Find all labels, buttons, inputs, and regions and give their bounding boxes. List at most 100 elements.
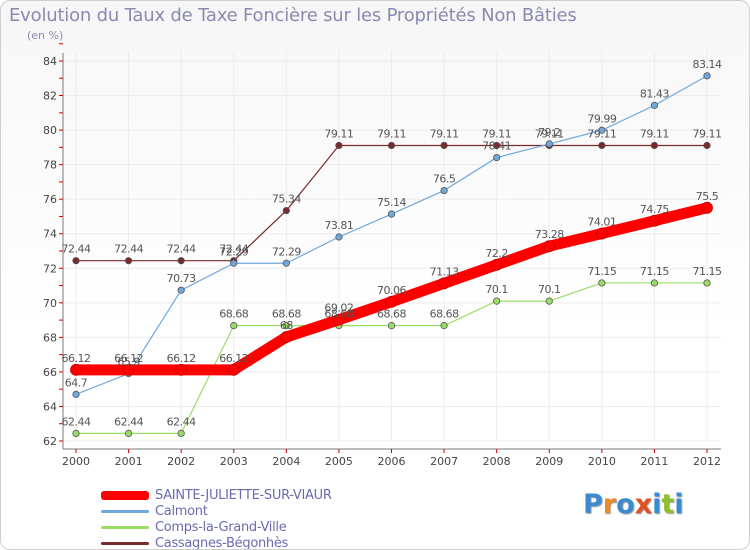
data-label: 79.11 — [482, 127, 511, 140]
data-point — [703, 141, 711, 150]
data-point — [598, 279, 606, 287]
data-point — [493, 153, 501, 162]
data-label: 76.5 — [433, 173, 456, 186]
data-point — [387, 141, 396, 150]
data-point — [595, 227, 608, 240]
x-tick-label: 2004 — [272, 455, 300, 468]
data-label: 68.68 — [430, 308, 459, 321]
x-tick-label: 2010 — [588, 455, 616, 468]
y-tick-label: 66 — [43, 366, 57, 379]
data-label: 70.06 — [377, 284, 406, 297]
x-tick-label: 2005 — [325, 455, 353, 468]
data-label: 68.68 — [324, 308, 353, 321]
data-label: 81.43 — [640, 87, 669, 100]
data-point — [335, 233, 343, 241]
data-label: 68.68 — [272, 308, 301, 321]
y-tick-label: 74 — [43, 228, 57, 241]
data-point — [440, 186, 448, 195]
data-point — [335, 141, 343, 150]
data-label: 73.81 — [324, 219, 353, 232]
data-point — [177, 429, 185, 437]
data-label: 79.2 — [538, 126, 561, 139]
data-point — [493, 297, 501, 305]
data-label: 70.1 — [485, 283, 508, 296]
data-label: 62.44 — [167, 415, 196, 428]
data-point — [282, 259, 290, 267]
data-label: 70.73 — [167, 272, 196, 285]
data-point — [72, 429, 80, 437]
data-label: 72.29 — [219, 245, 248, 258]
data-point — [650, 101, 659, 109]
data-point — [282, 206, 290, 215]
legend: SAINTE-JULIETTE-SUR-VIAUR Calmont Comps-… — [101, 487, 332, 550]
data-label: 68.68 — [219, 308, 248, 321]
data-point — [387, 210, 396, 218]
data-point — [545, 297, 553, 305]
data-point — [177, 257, 185, 265]
data-point — [545, 140, 553, 148]
data-point — [598, 141, 606, 150]
data-point — [333, 313, 345, 326]
data-point — [280, 331, 293, 343]
legend-item: Cassagnes-Bégonhès — [101, 535, 332, 550]
data-point — [701, 201, 713, 214]
x-tick-label: 2009 — [535, 455, 563, 468]
x-tick-label: 2006 — [378, 455, 406, 468]
legend-label: Comps-la-Grand-Ville — [155, 519, 287, 535]
legend-swatch — [101, 525, 149, 529]
data-label: 79.11 — [587, 127, 616, 140]
y-tick-label: 76 — [43, 193, 57, 206]
data-point — [124, 429, 133, 437]
logo-letter: i — [674, 489, 684, 520]
y-tick-label: 78 — [43, 159, 57, 172]
data-point — [230, 322, 238, 330]
x-tick-label: 2000 — [62, 455, 90, 468]
logo-letter: r — [602, 489, 617, 520]
data-point — [543, 240, 556, 253]
data-label: 72.29 — [272, 245, 301, 258]
data-point — [72, 390, 80, 398]
data-label: 72.44 — [62, 243, 91, 256]
data-label: 79.11 — [324, 127, 353, 140]
y-tick-label: 70 — [43, 297, 57, 310]
data-label: 72.44 — [219, 243, 248, 256]
legend-item: SAINTE-JULIETTE-SUR-VIAUR — [101, 487, 332, 503]
data-label: 79.99 — [587, 112, 616, 125]
data-label: 62.44 — [62, 415, 91, 428]
data-label: 71.15 — [587, 265, 616, 278]
x-tick-label: 2011 — [640, 455, 668, 468]
chart-subtitle: (en %) — [27, 29, 64, 42]
legend-swatch — [101, 509, 149, 513]
y-tick-label: 82 — [43, 90, 57, 103]
logo-letter: o — [616, 489, 635, 520]
y-tick-label: 80 — [43, 124, 57, 137]
data-point — [650, 279, 659, 287]
y-tick-label: 64 — [43, 400, 57, 413]
proxiti-logo: Proxiti — [583, 489, 684, 520]
legend-label: SAINTE-JULIETTE-SUR-VIAUR — [155, 487, 332, 503]
legend-swatch — [101, 541, 149, 545]
data-label: 79.11 — [693, 127, 722, 140]
x-tick-label: 2002 — [167, 455, 195, 468]
data-label: 72.44 — [167, 243, 196, 256]
legend-label: Cassagnes-Bégonhès — [155, 535, 289, 550]
data-label: 70.1 — [538, 283, 561, 296]
data-label: 79.11 — [377, 127, 406, 140]
data-point — [175, 363, 188, 376]
data-label: 69.02 — [324, 302, 353, 315]
legend-swatch — [101, 490, 149, 500]
data-point — [490, 258, 503, 271]
data-label: 79.11 — [535, 127, 564, 140]
data-label: 71.15 — [693, 265, 722, 278]
x-tick-label: 2008 — [483, 455, 511, 468]
data-label: 83.14 — [693, 58, 722, 71]
data-label: 75.14 — [377, 196, 406, 209]
data-point — [598, 126, 606, 134]
data-label: 79.11 — [640, 127, 669, 140]
data-label: 78.41 — [482, 140, 511, 153]
data-label: 71.13 — [430, 265, 459, 278]
data-label: 73.28 — [535, 228, 564, 241]
data-point — [230, 259, 238, 267]
data-point — [122, 363, 135, 376]
